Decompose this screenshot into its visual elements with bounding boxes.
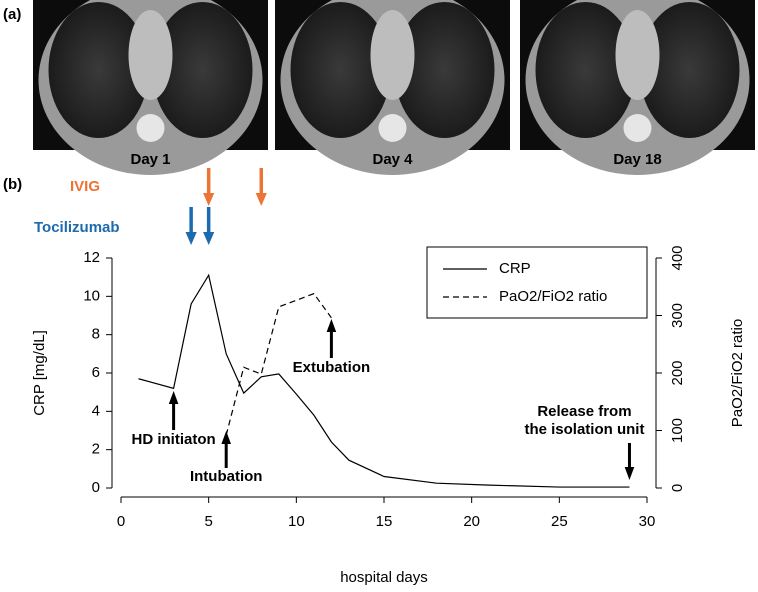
ct-lung — [535, 2, 636, 138]
ct-spine — [623, 114, 652, 142]
y-tick-label: 12 — [83, 249, 100, 266]
arrow-head — [624, 467, 635, 480]
arrow-head — [168, 391, 179, 404]
legend-label: PaO2/FiO2 ratio — [499, 288, 607, 305]
panel-label: (b) — [3, 176, 22, 193]
y-tick-label: 2 — [92, 441, 100, 458]
x-tick-label: 25 — [551, 513, 568, 530]
y2-axis-label: PaO2/FiO2 ratio — [729, 319, 746, 427]
image-caption: Day 1 — [130, 151, 170, 168]
ct-spine — [136, 114, 165, 142]
x-tick-label: 30 — [639, 513, 656, 530]
x-tick-label: 15 — [376, 513, 393, 530]
annotation-label: Extubation — [293, 359, 371, 376]
data-line — [225, 292, 332, 436]
arrow-head — [326, 319, 337, 332]
treatment-label: IVIG — [70, 178, 100, 195]
annotation-label: Intubation — [190, 468, 262, 485]
treatment-arrow — [203, 207, 215, 245]
image-caption: Day 18 — [613, 151, 661, 168]
treatment-arrow — [185, 207, 197, 245]
annotation-arrow — [221, 431, 231, 468]
ct-lung — [48, 2, 149, 138]
arrow-head — [221, 431, 231, 444]
ct-lung — [639, 2, 740, 138]
ct-mediastinum — [615, 10, 660, 100]
y-tick-label: 10 — [83, 287, 100, 304]
y2-tick-label: 100 — [669, 418, 686, 443]
treatment-arrow — [203, 168, 215, 206]
arrow-head — [203, 193, 215, 206]
y2-tick-label: 200 — [669, 360, 686, 385]
legend-box — [426, 246, 648, 319]
x-axis-label: hospital days — [340, 569, 428, 586]
arrow-head — [203, 232, 215, 245]
image-caption: Day 4 — [372, 151, 413, 168]
panel-label: (a) — [3, 6, 21, 23]
ct-lung — [152, 2, 253, 138]
annotation-label: HD initiaton — [132, 431, 216, 448]
y2-tick-label: 0 — [669, 484, 686, 492]
annotation-arrow — [168, 391, 179, 430]
y-tick-label: 6 — [92, 364, 100, 381]
ct-mediastinum — [370, 10, 415, 100]
y2-tick-label: 300 — [669, 303, 686, 328]
annotation-label: Release from — [537, 403, 631, 420]
data-line — [138, 273, 630, 488]
arrow-head — [185, 232, 197, 245]
y-tick-label: 4 — [92, 402, 100, 419]
x-tick-label: 5 — [204, 513, 212, 530]
ct-lung — [290, 2, 391, 138]
treatment-arrow — [255, 168, 267, 206]
y-tick-label: 0 — [92, 479, 100, 496]
annotation-label: the isolation unit — [524, 421, 644, 438]
y2-tick-label: 400 — [669, 245, 686, 270]
ct-mediastinum — [128, 10, 173, 100]
x-tick-label: 10 — [288, 513, 305, 530]
x-tick-label: 0 — [117, 513, 125, 530]
legend-label: CRP — [499, 260, 531, 277]
y-axis-label: CRP [mg/dL] — [31, 330, 48, 416]
annotation-arrow — [326, 319, 337, 358]
arrow-head — [255, 193, 267, 206]
x-tick-label: 20 — [463, 513, 480, 530]
treatment-label: Tocilizumab — [34, 219, 120, 236]
y-tick-label: 8 — [92, 326, 100, 343]
ct-images: Day 1 Day 4 Day 18 — [33, 0, 755, 175]
ct-spine — [378, 114, 407, 142]
ct-lung — [394, 2, 495, 138]
annotation-arrow — [624, 443, 635, 480]
